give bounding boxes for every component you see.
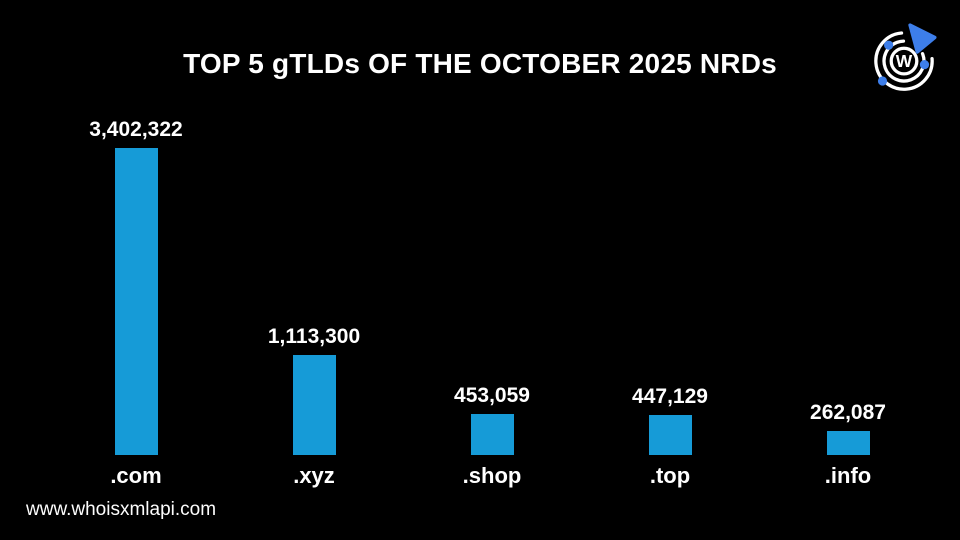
bar-top xyxy=(648,415,692,455)
bar-category-label: .xyz xyxy=(293,463,335,488)
bar-column-shop: 453,059 .shop xyxy=(403,0,581,497)
bar-com xyxy=(114,148,158,455)
bar-category-label: .top xyxy=(649,463,691,488)
bar-info xyxy=(826,431,870,455)
logo-dot-icon xyxy=(919,60,930,70)
whoisxmlapi-logo: W xyxy=(874,23,937,91)
bar-column-com: 3,402,322 .com xyxy=(47,0,225,497)
bar-value-label: 3,402,322 xyxy=(89,118,183,141)
website-url: www.whoisxmlapi.com xyxy=(26,499,217,520)
logo-dot-icon xyxy=(877,76,888,86)
logo-triangle-icon xyxy=(908,23,937,54)
bar-column-info: 262,087 .info xyxy=(759,0,937,497)
bar-value-label: 262,087 xyxy=(810,401,886,424)
bar-value-label: 447,129 xyxy=(632,385,708,408)
bar-chart: 3,402,322 .com 1,113,300 .xyz 453,059 .s… xyxy=(47,0,937,497)
logo-rings-icon xyxy=(874,31,934,91)
bar-category-label: .info xyxy=(824,463,872,488)
logo-dot-icon xyxy=(884,40,894,50)
bar-value-label: 453,059 xyxy=(454,384,530,407)
bar-column-xyz: 1,113,300 .xyz xyxy=(225,0,403,497)
bar-category-label: .com xyxy=(110,463,162,488)
logo-letter: W xyxy=(896,51,913,71)
bar-category-label: .shop xyxy=(462,463,522,488)
chart-title: TOP 5 gTLDs OF THE OCTOBER 2025 NRDs xyxy=(183,48,777,79)
bar-xyz xyxy=(292,355,336,455)
bar-value-label: 1,113,300 xyxy=(267,325,361,348)
bar-column-top: 447,129 .top xyxy=(581,0,759,497)
bar-shop xyxy=(470,414,514,455)
